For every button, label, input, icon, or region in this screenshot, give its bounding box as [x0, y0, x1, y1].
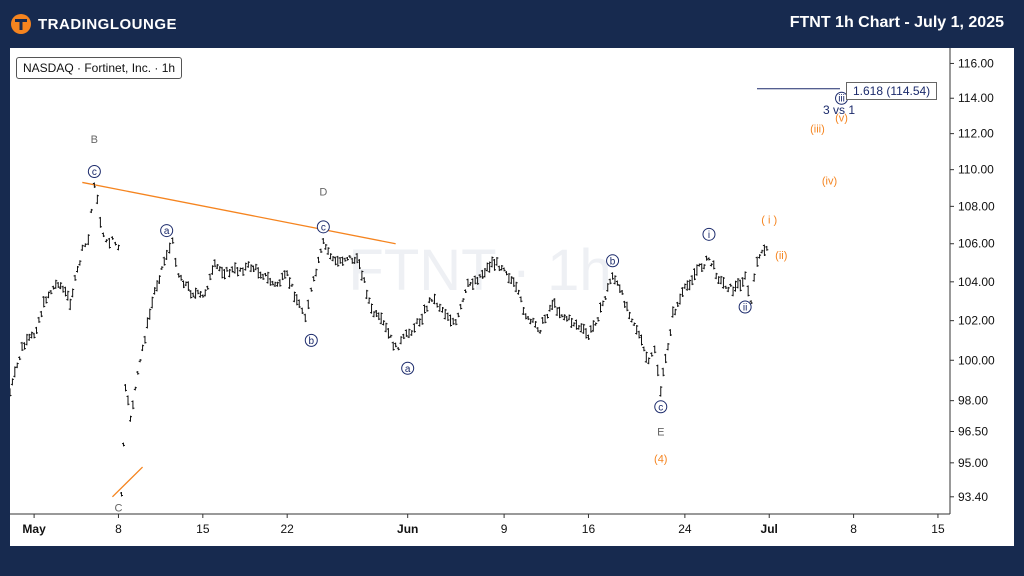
price-chart[interactable]: FTNT · 1h 116.00 114.00 112.00 110.00 108.00 1… — [10, 48, 1014, 546]
chart-panel[interactable]: FTNT · 1h 116.00 114.00 112.00 110.00 108.00 1… — [10, 48, 1014, 546]
wave-label-circle-4 — [304, 333, 318, 347]
x-tick-label: May — [22, 522, 46, 536]
wave-label-16: (iii) — [810, 123, 825, 135]
symbol-label[interactable]: NASDAQ · Fortinet, Inc. · 1h — [16, 57, 183, 79]
watermark: FTNT · 1h — [348, 238, 611, 303]
wave-label-17: (iv) — [822, 176, 837, 188]
x-tick-label: 8 — [850, 522, 857, 536]
x-tick-label: 16 — [582, 522, 596, 536]
x-tick-label: 15 — [196, 522, 210, 536]
y-tick-label: 116.00 — [958, 56, 994, 70]
wave-label-10: E — [657, 427, 664, 439]
y-tick-label: 96.50 — [958, 425, 988, 439]
x-tick-label: 15 — [931, 522, 945, 536]
wave-label-circle-8 — [606, 254, 620, 268]
wave-label-circle-12 — [702, 227, 716, 241]
wave-label-circle-6 — [316, 220, 330, 234]
x-tick-label: 8 — [115, 522, 122, 536]
y-tick-label: 95.00 — [958, 456, 988, 470]
y-tick-label: 98.00 — [958, 394, 988, 408]
wave-label-14: ( i ) — [761, 214, 777, 226]
trading-lounge-logo-icon — [11, 14, 31, 34]
x-tick-label: 22 — [280, 522, 294, 536]
y-tick-label: 110.00 — [958, 163, 994, 177]
wave-label-4: b — [309, 336, 315, 347]
wave-label-18: (v) — [835, 113, 848, 125]
wave-label-7: a — [405, 364, 411, 375]
wave-label-6: c — [321, 222, 326, 233]
wave-label-19: iii — [838, 94, 845, 105]
x-tick-label: Jun — [397, 522, 418, 536]
x-tick-label: 9 — [501, 522, 508, 536]
x-tick-label: 24 — [678, 522, 692, 536]
wave-label-0: B — [91, 134, 98, 146]
y-tick-label: 102.00 — [958, 314, 995, 328]
y-tick-label: 100.00 — [958, 353, 995, 367]
y-tick-label: 114.00 — [958, 91, 994, 105]
wave-label-3: a — [164, 226, 170, 237]
y-tick-label: 108.00 — [958, 199, 995, 213]
wave-label-11: (4) — [654, 454, 667, 466]
y-tick-label: 93.40 — [958, 490, 988, 504]
wave-label-8: b — [610, 256, 616, 267]
fib-extension-label: 1.618 (114.54) — [846, 82, 938, 100]
wave-label-12: i — [708, 230, 710, 241]
wave-label-13: ii — [743, 302, 747, 313]
y-tick-label: 106.00 — [958, 237, 995, 251]
header-bar: TRADINGLOUNGE FTNT 1h Chart - July 1, 20… — [0, 0, 1024, 48]
brand-name: TRADINGLOUNGE — [38, 15, 177, 33]
trendline-B-D — [82, 181, 396, 245]
wave-label-circle-7 — [401, 361, 415, 375]
y-tick-label: 112.00 — [958, 127, 994, 141]
wave-label-5: D — [319, 187, 327, 199]
brand-logo[interactable]: TRADINGLOUNGE — [10, 12, 177, 36]
page-title: FTNT 1h Chart - July 1, 2025 — [789, 14, 1004, 31]
wave-label-1: c — [92, 167, 97, 178]
wave-label-circle-13 — [738, 300, 752, 314]
wave-label-9: c — [658, 402, 663, 413]
wave-label-circle-1 — [87, 164, 101, 178]
wave-label-circle-3 — [160, 224, 174, 238]
fib-note: 3 vs 1 — [823, 103, 855, 117]
y-tick-label: 104.00 — [958, 275, 995, 289]
trendline-C — [111, 466, 144, 498]
wave-label-2: C — [114, 503, 122, 515]
x-tick-label: Jul — [761, 522, 778, 536]
wave-label-circle-9 — [654, 400, 668, 414]
wave-label-15: (ii) — [775, 250, 787, 262]
